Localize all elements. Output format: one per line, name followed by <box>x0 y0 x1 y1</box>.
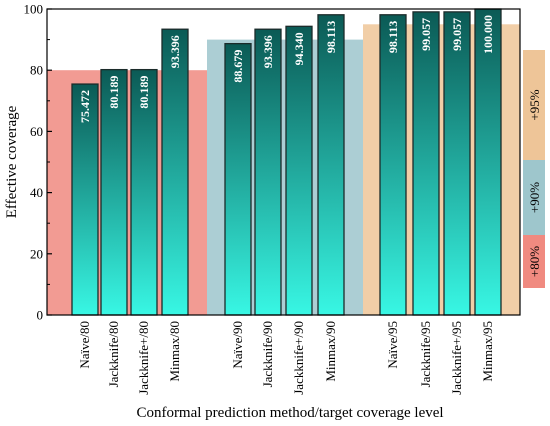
y-tick-label: 20 <box>30 246 43 261</box>
data-label: 99.057 <box>419 18 433 51</box>
bar <box>412 11 440 316</box>
data-label: 98.113 <box>324 21 338 53</box>
y-axis-title: Effective coverage <box>4 105 20 218</box>
x-tick-label: Jackknife+/95 <box>449 321 464 395</box>
bar <box>254 28 282 316</box>
data-label: 75.472 <box>78 90 92 123</box>
bar <box>71 83 99 316</box>
data-label: 94.340 <box>292 32 306 65</box>
legend-label: +90% <box>527 182 542 213</box>
data-label: 93.396 <box>168 35 182 68</box>
x-tick-label: Jackknife+/80 <box>136 321 151 395</box>
x-tick-label: Minmax/80 <box>167 321 182 382</box>
data-label: 88.679 <box>231 50 245 83</box>
data-label: 100.000 <box>481 15 495 54</box>
x-tick-label: Naïve/90 <box>230 321 245 369</box>
x-tick-label: Naïve/95 <box>385 321 400 369</box>
x-tick-label: Minmax/95 <box>480 321 495 382</box>
x-tick-label: Minmax/90 <box>323 321 338 382</box>
data-label: 99.057 <box>450 18 464 51</box>
data-label: 98.113 <box>386 21 400 53</box>
axes: 0 20 40 60 80 100 <box>24 2 521 323</box>
y-tick-label: 60 <box>30 124 43 139</box>
y-tick-label: 80 <box>30 63 43 78</box>
bar <box>224 42 252 316</box>
x-tick-label: Jackknife/95 <box>418 321 433 387</box>
y-tick-label: 40 <box>30 185 43 200</box>
bar <box>379 14 407 316</box>
bar <box>285 25 313 316</box>
legend-label: +95% <box>527 89 542 120</box>
legend: +80% +90% +95% <box>523 50 545 288</box>
data-label: 80.189 <box>137 76 151 109</box>
data-label: 93.396 <box>261 35 275 68</box>
bar <box>443 11 471 316</box>
y-tick-label: 100 <box>24 2 44 17</box>
x-tick-label: Jackknife+/90 <box>291 321 306 395</box>
legend-swatch <box>523 160 545 235</box>
x-tick-label: Jackknife/90 <box>260 321 275 387</box>
x-tick-label: Naïve/80 <box>77 321 92 369</box>
bar <box>317 14 345 316</box>
bar <box>161 28 189 316</box>
x-tick-label: Jackknife/80 <box>106 321 121 387</box>
legend-swatch <box>523 50 545 160</box>
x-axis-title: Conformal prediction method/target cover… <box>136 405 443 421</box>
y-tick-label: 0 <box>37 308 44 323</box>
data-label: 80.189 <box>107 76 121 109</box>
legend-label: +80% <box>527 246 542 277</box>
legend-swatch <box>523 235 545 288</box>
bars: 75.472 Naïve/80 80.189 Jackknife/80 80.189 Ja… <box>71 8 502 395</box>
